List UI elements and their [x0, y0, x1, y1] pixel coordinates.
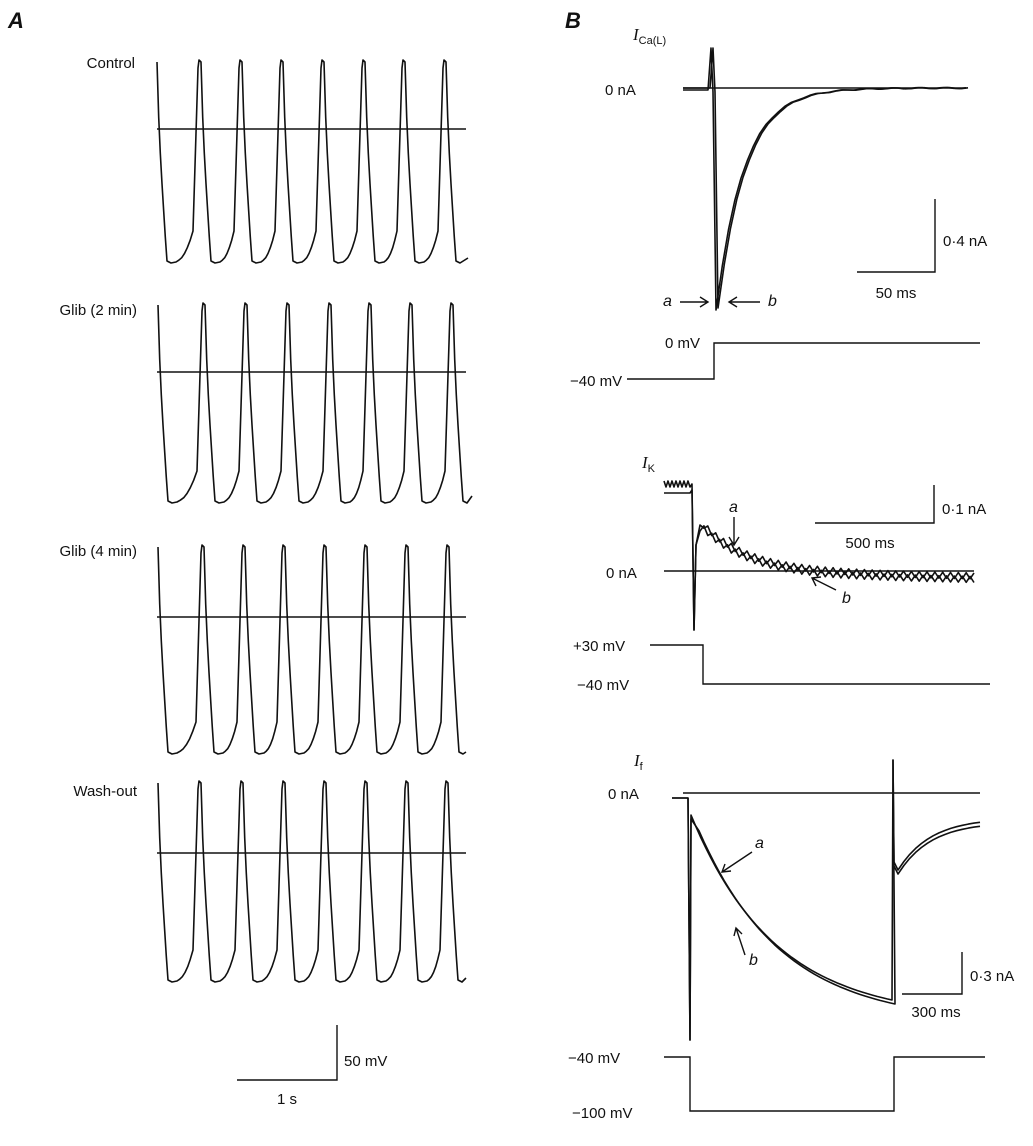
row-label-glib-4min: Glib (4 min) — [59, 543, 137, 560]
ap-trace-glib-2min — [157, 302, 473, 504]
scale-label-50mv: 50 mV — [344, 1053, 387, 1070]
ik-label: IK — [641, 453, 656, 475]
if-scale-current: 0·3 nA — [970, 968, 1014, 985]
if-trace-b — [672, 759, 981, 1041]
if-arrow-b-label: b — [749, 952, 758, 969]
row-label-wash-out: Wash-out — [73, 783, 137, 800]
panel-b-if: If 0 nA a b 0·3 nA 300 ms −40 mV −100 mV — [568, 751, 1014, 1122]
if-arrow-a — [720, 851, 753, 873]
if-vhold-label: −40 mV — [568, 1050, 620, 1067]
if-zero-label: 0 nA — [608, 786, 639, 803]
ica-arrow-b-label: b — [768, 293, 777, 310]
ica-voltage-protocol — [627, 342, 980, 380]
ik-trace-b — [664, 489, 975, 631]
row-label-control: Control — [87, 55, 135, 72]
ica-label: ICa(L) — [632, 25, 666, 47]
ap-trace-control — [156, 59, 469, 264]
ica-arrow-b — [727, 296, 760, 308]
panel-b-ik: IK 0 nA a b 0·1 nA 500 ms +30 mV −40 mV — [573, 453, 990, 694]
ica-trace-b — [683, 47, 969, 309]
if-label: If — [633, 751, 644, 773]
ik-zero-label: 0 nA — [606, 565, 637, 582]
ik-voltage-protocol — [650, 644, 990, 685]
ik-scale-bar — [815, 485, 935, 524]
ica-vhold-label: −40 mV — [570, 373, 622, 390]
if-vstep-label: −100 mV — [572, 1105, 632, 1122]
ica-scale-current: 0·4 nA — [943, 233, 987, 250]
ik-arrow-b — [810, 576, 837, 591]
ik-arrow-b-label: b — [842, 590, 851, 607]
ap-trace-wash-out — [157, 780, 467, 983]
scale-label-1s: 1 s — [277, 1091, 297, 1108]
ik-scale-current: 0·1 nA — [942, 501, 986, 518]
ik-vhold-label: −40 mV — [577, 677, 629, 694]
if-scale-bar — [902, 952, 963, 995]
scale-bar-a — [237, 1025, 338, 1081]
if-arrow-b — [733, 926, 746, 956]
panel-label-a: A — [7, 8, 24, 33]
ik-trace-a — [663, 480, 975, 631]
if-arrow-a-label: a — [755, 835, 764, 852]
ica-scale-bar — [857, 199, 936, 273]
ica-arrow-a-label: a — [663, 293, 672, 310]
ica-vstep-label: 0 mV — [665, 335, 700, 352]
row-label-glib-2min: Glib (2 min) — [59, 302, 137, 319]
ica-arrow-a — [680, 296, 710, 308]
panel-label-b: B — [565, 8, 581, 33]
if-trace-a — [672, 759, 981, 1041]
ik-arrow-a-label: a — [729, 499, 738, 516]
ik-arrow-a — [728, 517, 740, 547]
ica-scale-time: 50 ms — [876, 285, 917, 302]
panel-b-ica: ICa(L) 0 nA a b 0·4 nA 50 ms 0 mV −40 mV — [570, 25, 987, 390]
if-scale-time: 300 ms — [911, 1004, 960, 1021]
ik-vstep-label: +30 mV — [573, 638, 625, 655]
ik-scale-time: 500 ms — [845, 535, 894, 552]
if-voltage-protocol — [664, 1056, 985, 1112]
ap-trace-glib-4min — [157, 544, 467, 755]
ica-zero-label: 0 nA — [605, 82, 636, 99]
panel-a: Control Glib (2 min) Glib (4 min) Wash-o… — [59, 55, 473, 1108]
